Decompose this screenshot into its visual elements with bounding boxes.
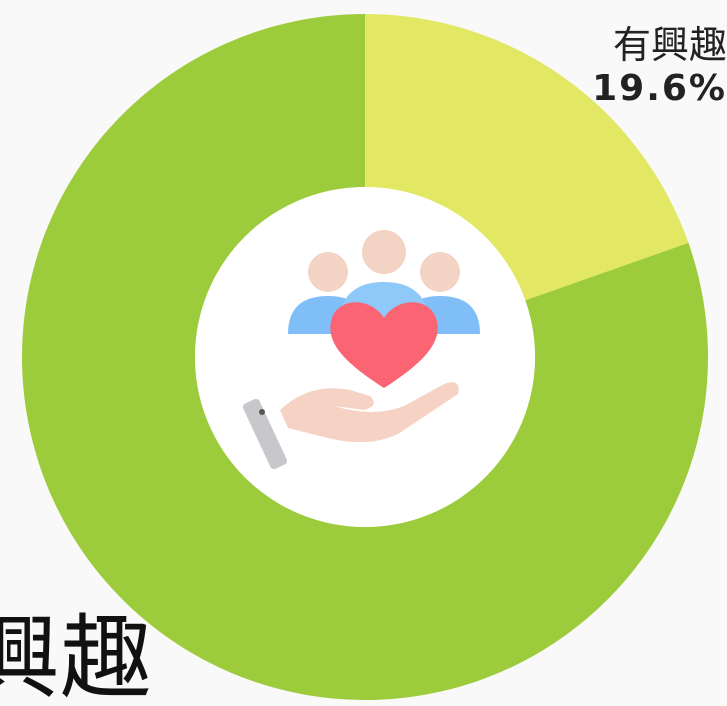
slice [22, 14, 708, 700]
slice-value-label: 19.6% [592, 68, 727, 109]
center-icon [242, 230, 480, 470]
slices [22, 14, 708, 700]
slice-label: 興趣 [0, 605, 152, 706]
slice [365, 14, 689, 301]
slice-label: 有興趣 [613, 23, 727, 67]
